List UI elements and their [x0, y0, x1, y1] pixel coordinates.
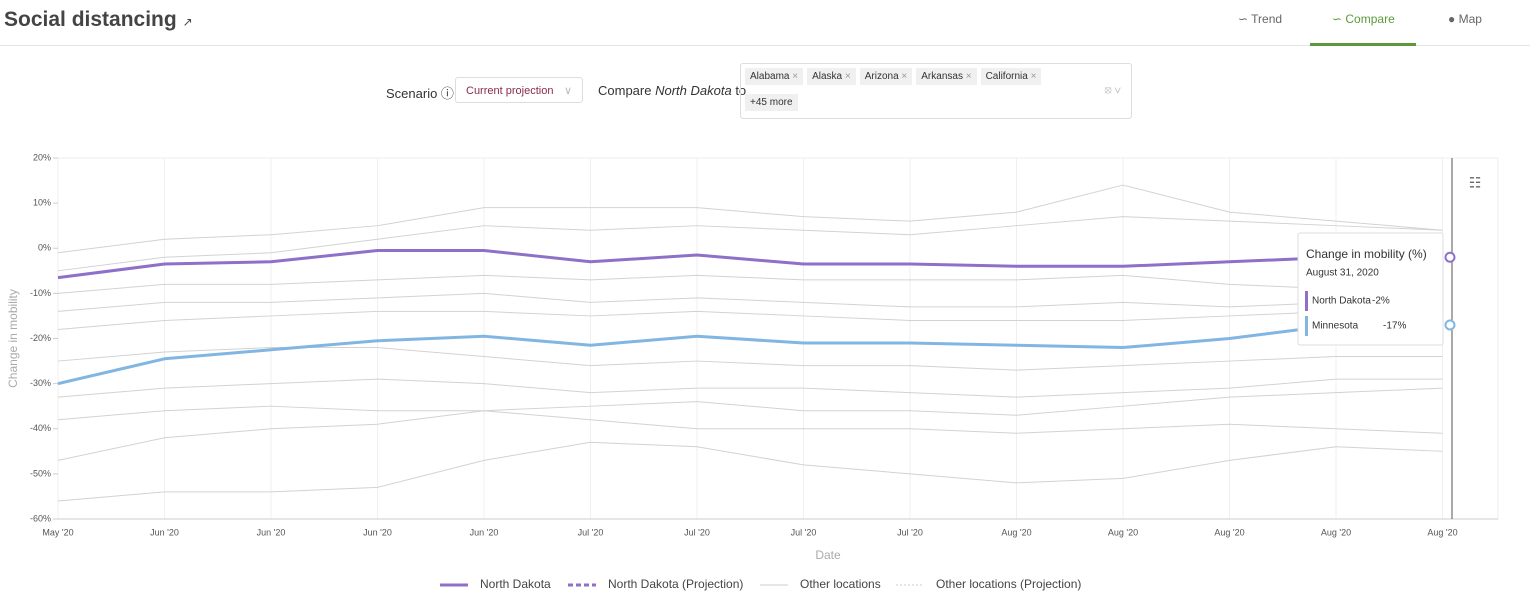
clear-icon[interactable]: ⦻ ∨	[1104, 84, 1121, 96]
label-state: North Dakota	[655, 83, 732, 98]
x-tick-label: Aug '20	[1427, 527, 1457, 537]
x-tick-label: Aug '20	[1108, 527, 1138, 537]
tag-label: Alabama	[750, 71, 790, 82]
tag-label: Arkansas	[921, 71, 963, 82]
y-tick-label: -50%	[30, 468, 51, 478]
y-tick-label: -40%	[30, 423, 51, 433]
tooltip-marker	[1444, 319, 1456, 331]
x-tick-label: Aug '20	[1001, 527, 1031, 537]
x-tick-label: Jul '20	[791, 527, 817, 537]
legend-label: North Dakota	[480, 577, 551, 591]
tag-label: Alaska	[812, 71, 843, 82]
y-tick-label: -20%	[30, 333, 51, 343]
dropdown-value: Current projection	[466, 85, 554, 97]
y-tick-label: -60%	[30, 513, 51, 523]
tag-label: California	[985, 71, 1028, 82]
tag[interactable]: California ×	[980, 68, 1042, 85]
tooltip-marker	[1444, 251, 1456, 263]
tooltip-date: August 31, 2020	[1306, 268, 1379, 279]
other-location-line	[57, 274, 1443, 294]
other-location-line	[57, 387, 1443, 421]
legend-label: North Dakota (Projection)	[608, 577, 743, 591]
tooltip-name: Minnesota	[1312, 321, 1359, 332]
tooltip-value: -2%	[1372, 296, 1390, 307]
tag-label: Arizona	[864, 71, 899, 82]
legend-label: Other locations	[800, 577, 881, 591]
series-line	[57, 321, 1443, 386]
tag-remove[interactable]: ×	[898, 71, 908, 82]
tooltip-swatch	[1305, 316, 1308, 336]
label-text: Scenario	[386, 86, 438, 101]
legend-label: Other locations (Projection)	[936, 577, 1081, 591]
settings-icon: ☷	[1469, 175, 1482, 191]
x-tick-label: Jul '20	[897, 527, 923, 537]
tag[interactable]: Alabama ×	[745, 68, 804, 85]
tag-remove[interactable]: ×	[962, 71, 972, 82]
title-text: Social distancing	[4, 8, 177, 31]
x-tick-label: Aug '20	[1321, 527, 1351, 537]
header-rule	[0, 45, 1530, 46]
x-tick-label: Jun '20	[470, 527, 499, 537]
other-location-line	[57, 378, 1443, 398]
tag-list: Alabama × Alaska × Arizona × Arkansas × Cali…	[745, 68, 1042, 85]
tab-label: Map	[1458, 12, 1482, 26]
tab-label: Compare	[1345, 12, 1395, 26]
scenario-label: Scenario ⓘ	[386, 86, 454, 101]
label-text: Compare	[598, 83, 652, 98]
x-tick-label: Jul '20	[578, 527, 604, 537]
tab-label: Trend	[1251, 12, 1283, 26]
other-location-line	[57, 292, 1443, 312]
series-line	[57, 249, 1443, 280]
other-location-line	[57, 184, 1443, 254]
y-tick-label: 0%	[38, 243, 51, 253]
x-tick-label: Jun '20	[257, 527, 286, 537]
tag-remove[interactable]: ×	[789, 71, 799, 82]
tag-remove[interactable]: ×	[842, 71, 851, 82]
x-tick-label: Aug '20	[1214, 527, 1244, 537]
other-location-line	[57, 441, 1443, 502]
tooltip-swatch	[1305, 291, 1308, 311]
x-tick-label: May '20	[42, 527, 73, 537]
x-axis-label: Date	[815, 548, 841, 562]
tag[interactable]: Arkansas ×	[916, 68, 977, 85]
x-tick-label: Jun '20	[363, 527, 392, 537]
plot-background	[57, 157, 1499, 520]
other-location-line	[57, 410, 1443, 461]
tag[interactable]: Arizona ×	[859, 68, 913, 85]
tooltip-box	[1297, 232, 1444, 346]
tag[interactable]: Alaska ×	[807, 68, 856, 85]
y-tick-label: -30%	[30, 378, 51, 388]
tooltip-value: -17%	[1383, 321, 1406, 332]
other-location-line	[57, 310, 1443, 330]
other-location-line	[57, 216, 1443, 272]
more-tag[interactable]: +45 more	[745, 94, 798, 111]
y-tick-label: 20%	[33, 152, 51, 162]
compare-select[interactable]: Alabama × Alaska × Arizona × Arkansas × Cali…	[740, 63, 1132, 119]
tab-trend[interactable]: ∽ Trend	[1238, 12, 1283, 26]
x-tick-label: Jun '20	[150, 527, 179, 537]
tag-remove[interactable]: ×	[1027, 71, 1037, 82]
x-tick-label: Jul '20	[684, 527, 710, 537]
scenario-dropdown[interactable]: Current projection ∨	[455, 77, 583, 103]
tooltip-title: Change in mobility (%)	[1306, 247, 1427, 261]
tab-map[interactable]: ● Map	[1448, 12, 1482, 26]
active-tab-indicator	[1310, 43, 1416, 46]
y-tick-label: 10%	[33, 198, 51, 208]
tab-compare[interactable]: ∽ Compare	[1332, 12, 1395, 26]
page-title: Social distancing ↗	[4, 8, 193, 32]
y-tick-label: -10%	[30, 288, 51, 298]
y-axis-label: Change in mobility	[6, 289, 20, 388]
external-link-icon[interactable]: ↗	[182, 15, 193, 29]
tooltip-name: North Dakota	[1312, 296, 1371, 307]
